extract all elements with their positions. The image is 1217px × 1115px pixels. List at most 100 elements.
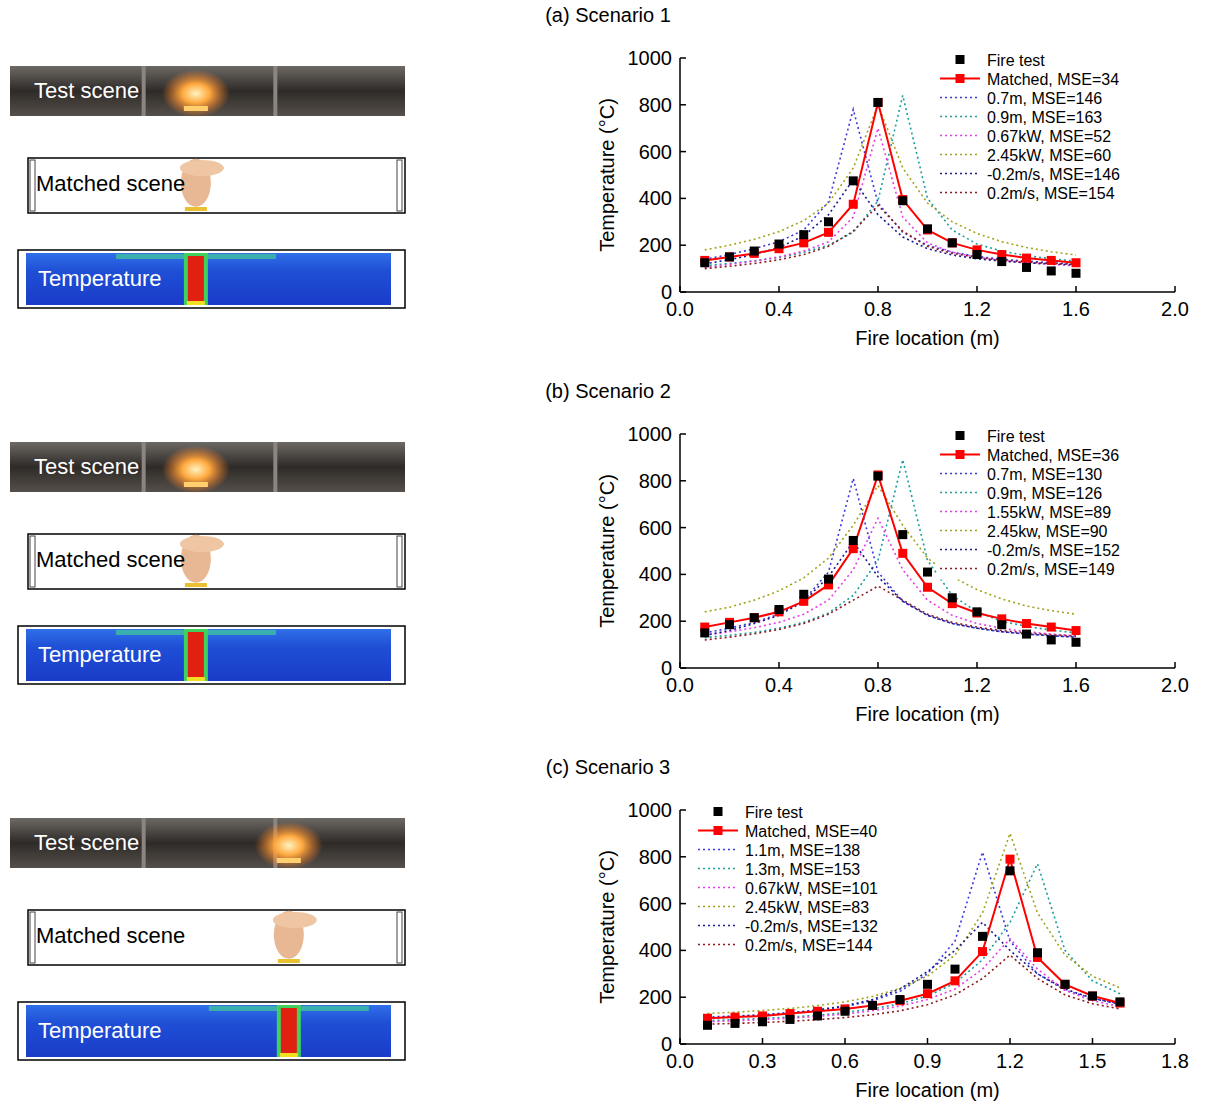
legend-swatch bbox=[698, 887, 738, 889]
legend-label: 0.7m, MSE=130 bbox=[987, 466, 1102, 483]
series-marker bbox=[868, 1001, 877, 1010]
photo-frame bbox=[273, 66, 277, 116]
series-marker bbox=[874, 98, 883, 107]
series-marker bbox=[1022, 619, 1031, 628]
legend-swatch bbox=[940, 549, 980, 551]
x-axis-title: Fire location (m) bbox=[855, 703, 999, 725]
series-marker bbox=[951, 965, 960, 974]
series-marker bbox=[775, 240, 784, 249]
fire-glow bbox=[162, 446, 230, 494]
legend-swatch bbox=[940, 173, 980, 175]
series-marker bbox=[923, 224, 932, 233]
scene-label: Test scene bbox=[34, 830, 139, 855]
legend: Fire testMatched, MSE=360.7m, MSE=1300.9… bbox=[937, 426, 1123, 580]
series-marker bbox=[824, 217, 833, 226]
y-tick-label: 800 bbox=[639, 846, 672, 868]
y-tick bbox=[680, 151, 686, 153]
x-axis-title: Fire location (m) bbox=[855, 327, 999, 349]
temp-plume bbox=[188, 632, 204, 680]
temp-plume bbox=[188, 256, 204, 304]
x-tick bbox=[1075, 286, 1077, 292]
y-tick bbox=[680, 198, 686, 200]
x-tick-label: 0.9 bbox=[914, 1050, 942, 1072]
series-marker bbox=[923, 568, 932, 577]
series-marker bbox=[1047, 256, 1056, 265]
temp-plume bbox=[281, 1008, 297, 1056]
series-marker bbox=[1022, 254, 1031, 263]
photo-frame bbox=[142, 66, 146, 116]
series-marker bbox=[824, 228, 833, 237]
legend-bg bbox=[695, 802, 881, 956]
matched-flame bbox=[273, 912, 317, 928]
series-marker bbox=[1061, 980, 1070, 989]
matched-wall bbox=[30, 536, 35, 587]
y-axis bbox=[679, 434, 681, 668]
temp-box bbox=[18, 1002, 405, 1060]
y-axis-title: Temperature (°C) bbox=[596, 98, 618, 252]
x-tick bbox=[1174, 662, 1176, 668]
x-tick-label: 1.5 bbox=[1079, 1050, 1107, 1072]
x-tick-label: 0.0 bbox=[666, 674, 694, 696]
y-tick bbox=[680, 667, 686, 669]
photo-frame bbox=[273, 442, 277, 492]
legend-swatch bbox=[940, 116, 980, 118]
series-line bbox=[708, 833, 1121, 1013]
series-marker bbox=[948, 593, 957, 602]
series-marker bbox=[725, 252, 734, 261]
x-tick bbox=[679, 286, 681, 292]
x-tick bbox=[679, 662, 681, 668]
legend-swatch bbox=[940, 154, 980, 156]
y-tick bbox=[680, 480, 686, 482]
panel: (a) Scenario 1Test sceneMatched sceneTem… bbox=[10, 4, 1189, 349]
x-tick bbox=[877, 286, 879, 292]
matched-pan bbox=[185, 583, 207, 587]
series-marker bbox=[725, 252, 734, 261]
fire-glow bbox=[162, 70, 230, 118]
photo-frame bbox=[142, 818, 146, 868]
y-tick-label: 200 bbox=[639, 234, 672, 256]
series-marker bbox=[898, 549, 907, 558]
y-tick bbox=[680, 574, 686, 576]
x-tick bbox=[927, 1038, 929, 1044]
series-marker bbox=[898, 196, 907, 205]
legend-bg bbox=[937, 426, 1123, 580]
legend-label: -0.2m/s, MSE=132 bbox=[745, 918, 878, 935]
series-marker bbox=[874, 472, 883, 481]
series-marker bbox=[896, 995, 905, 1004]
scene-label: Test scene bbox=[34, 454, 139, 479]
panel: (c) Scenario 3Test sceneMatched sceneTem… bbox=[10, 756, 1189, 1101]
y-tick bbox=[680, 244, 686, 246]
temp-box bbox=[18, 626, 405, 684]
series-marker bbox=[1022, 263, 1031, 272]
y-tick bbox=[680, 620, 686, 622]
x-tick-label: 0.8 bbox=[864, 298, 892, 320]
x-tick-label: 0.3 bbox=[749, 1050, 777, 1072]
legend-label: Matched, MSE=34 bbox=[987, 71, 1119, 88]
legend-label: 0.67kW, MSE=101 bbox=[745, 880, 878, 897]
series-marker bbox=[849, 200, 858, 209]
series-marker bbox=[849, 176, 858, 185]
scene-label: Matched scene bbox=[36, 923, 185, 948]
y-tick bbox=[680, 57, 686, 59]
matched-box bbox=[28, 158, 405, 213]
temp-field bbox=[26, 253, 391, 305]
panel-title: (b) Scenario 2 bbox=[545, 380, 671, 402]
x-axis bbox=[680, 291, 1175, 293]
series-marker bbox=[1072, 269, 1081, 278]
legend-swatch bbox=[956, 55, 965, 64]
panel-title: (c) Scenario 3 bbox=[546, 756, 671, 778]
photo-frame bbox=[142, 442, 146, 492]
legend-label: 0.67kW, MSE=52 bbox=[987, 128, 1111, 145]
legend-swatch bbox=[940, 473, 980, 475]
series-marker bbox=[813, 1011, 822, 1020]
scene-label: Temperature bbox=[38, 266, 162, 291]
x-tick-label: 2.0 bbox=[1161, 298, 1189, 320]
x-tick-label: 2.0 bbox=[1161, 674, 1189, 696]
legend-swatch bbox=[940, 97, 980, 99]
series-marker bbox=[775, 605, 784, 614]
x-tick bbox=[877, 662, 879, 668]
series-marker bbox=[997, 620, 1006, 629]
legend-bg bbox=[937, 50, 1123, 204]
series-marker bbox=[1047, 266, 1056, 275]
legend-label: 0.9m, MSE=126 bbox=[987, 485, 1102, 502]
